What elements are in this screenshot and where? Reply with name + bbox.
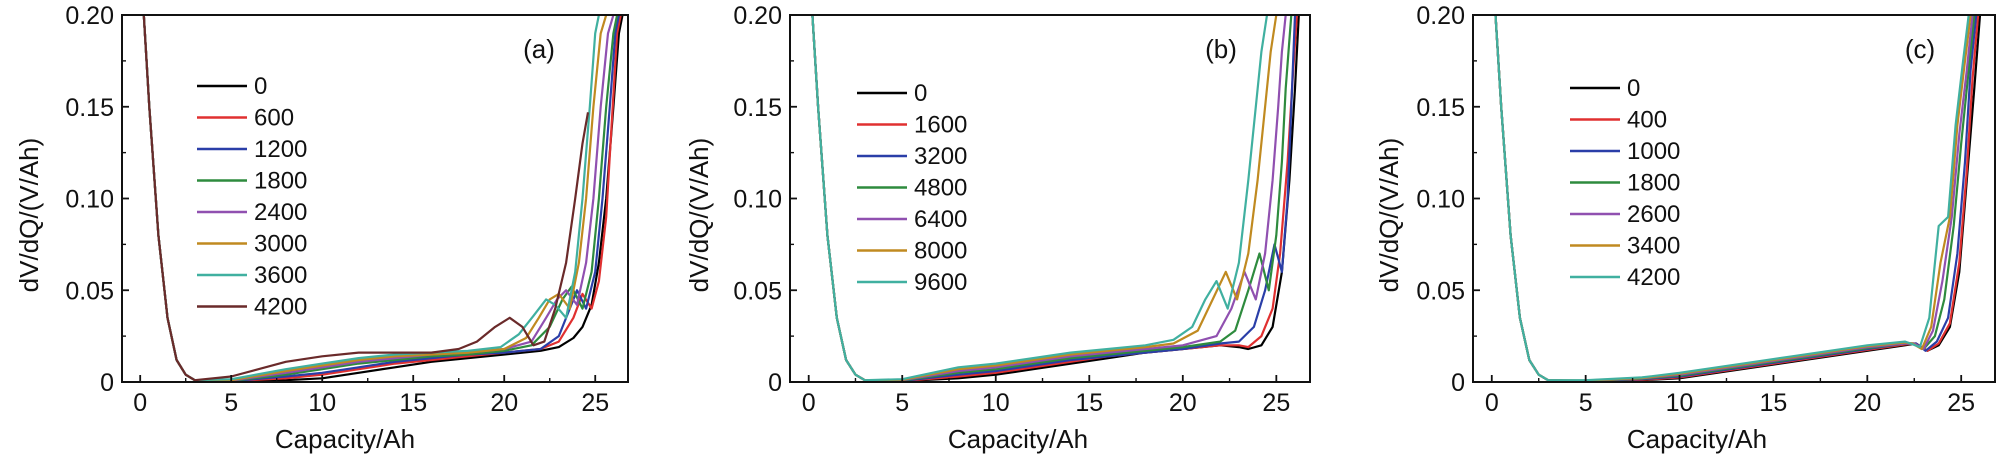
x-tick-label: 5 [895,389,909,417]
legend-label-1800: 1800 [1627,170,1680,197]
legend-label-1000: 1000 [1627,138,1680,165]
y-tick-label: 0 [768,369,782,397]
series-line-9600 [811,15,1269,382]
x-tick-label: 20 [1853,389,1881,417]
x-tick-label: 5 [224,389,238,417]
legend-label-3000: 3000 [254,231,307,258]
panel-label: (c) [1905,34,1935,64]
panel-b: dV/dQ/(V/Ah) Capacity/Ah (b) 0 5 10 15 20 25 0… [684,2,1311,454]
series-line-0 [811,15,1300,382]
series-line-1200 [142,15,620,382]
series-line-4200 [142,15,590,382]
plot-frame [789,14,1311,383]
legend-label-2600: 2600 [1627,201,1680,228]
x-tick-label: 10 [1666,389,1694,417]
panel-label: (a) [523,34,555,64]
x-tick-label: 15 [1760,389,1788,417]
x-tick-label: 10 [982,389,1010,417]
legend-label-6400: 6400 [914,206,967,233]
series-line-400 [1494,15,1980,382]
series-line-1800 [1494,15,1976,382]
y-tick-label: 0.10 [1416,186,1465,214]
y-axis-title: dV/dQ/(V/Ah) [14,138,44,293]
legend-label-1800: 1800 [254,168,307,195]
x-axis-title: Capacity/Ah [1627,424,1767,454]
series-line-4800 [811,15,1293,382]
legend-label-0: 0 [914,80,927,107]
series-group [1494,15,1982,382]
series-line-1800 [142,15,619,382]
series-line-6400 [811,15,1287,382]
x-axis-title: Capacity/Ah [275,424,415,454]
legend-label-4200: 4200 [254,294,307,321]
x-tick-label: 15 [399,389,427,417]
legend: 0 600 1200 1800 2400 3000 3600 4200 [197,73,307,321]
y-axis-title: dV/dQ/(V/Ah) [1374,138,1404,293]
series-line-2600 [1494,15,1974,382]
y-tick-label: 0.10 [733,186,782,214]
x-axis-title: Capacity/Ah [948,424,1088,454]
legend-label-0: 0 [254,73,267,100]
legend-label-400: 400 [1627,107,1667,134]
series-line-3000 [142,15,608,382]
y-tick-label: 0 [100,369,114,397]
legend-label-3200: 3200 [914,143,967,170]
y-tick-label: 0.20 [733,2,782,30]
x-tick-label: 25 [1947,389,1975,417]
y-tick-label: 0.05 [733,277,782,305]
series-line-1600 [811,15,1298,382]
x-tick-label: 20 [1169,389,1197,417]
legend-label-3400: 3400 [1627,233,1680,260]
y-tick-label: 0.20 [1416,2,1465,30]
panel-c: dV/dQ/(V/Ah) Capacity/Ah (c) 0 5 10 15 20 25 0… [1374,2,1996,454]
y-tick-label: 0.20 [65,2,114,30]
series-line-3600 [142,15,600,382]
series-group [811,15,1300,382]
y-tick-label: 0.10 [65,186,114,214]
series-line-2400 [142,15,615,382]
legend-label-3600: 3600 [254,262,307,289]
legend-label-1200: 1200 [254,136,307,163]
panel-label: (b) [1205,34,1237,64]
series-line-4200 [1494,15,1970,382]
legend-label-9600: 9600 [914,269,967,296]
y-axis-title: dV/dQ/(V/Ah) [684,138,714,293]
legend-label-4200: 4200 [1627,264,1680,291]
series-line-1000 [1494,15,1978,382]
y-tick-label: 0.05 [1416,277,1465,305]
series-line-3400 [1494,15,1972,382]
x-tick-label: 20 [490,389,518,417]
legend-label-1600: 1600 [914,112,967,139]
legend-label-4800: 4800 [914,175,967,202]
x-tick-label: 15 [1075,389,1103,417]
series-group [142,15,624,382]
plot-frame [121,14,629,383]
y-tick-label: 0 [1451,369,1465,397]
legend-label-600: 600 [254,105,294,132]
legend: 0 1600 3200 4800 6400 8000 9600 [857,80,967,296]
x-tick-label: 0 [1485,389,1499,417]
series-line-0 [1494,15,1982,382]
x-tick-label: 25 [581,389,609,417]
plot-frame [1472,14,1996,383]
y-tick-label: 0.15 [733,94,782,122]
y-tick-label: 0.05 [65,277,114,305]
y-tick-label: 0.15 [1416,94,1465,122]
x-tick-label: 0 [802,389,816,417]
legend-label-2400: 2400 [254,199,307,226]
x-tick-label: 25 [1262,389,1290,417]
legend-label-8000: 8000 [914,238,967,265]
y-tick-label: 0.15 [65,94,114,122]
panel-a: dV/dQ/(V/Ah) Capacity/Ah (a) 0 5 10 15 20 25 0… [14,2,629,454]
legend: 0 400 1000 1800 2600 3400 4200 [1570,75,1680,291]
x-tick-label: 5 [1579,389,1593,417]
x-tick-label: 0 [133,389,147,417]
x-tick-label: 10 [308,389,336,417]
legend-label-0: 0 [1627,75,1640,102]
series-line-8000 [811,15,1278,382]
